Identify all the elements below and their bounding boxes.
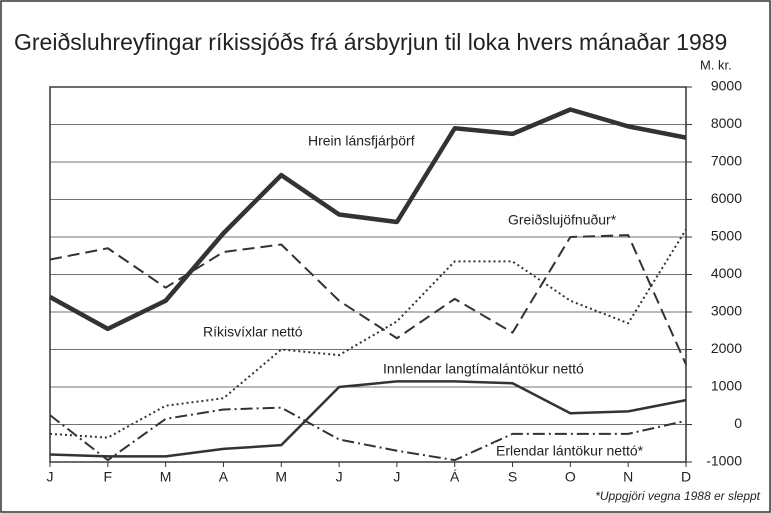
series-line bbox=[49, 228, 687, 439]
y-tick-label: 6000 bbox=[711, 190, 742, 206]
series-label: Hrein lánsfjárþörf bbox=[308, 133, 415, 149]
series-label: Erlendar lántökur nettó* bbox=[496, 443, 644, 459]
x-tick-label: J bbox=[336, 469, 343, 485]
footnote: *Uppgjöri vegna 1988 er sleppt bbox=[595, 489, 760, 503]
x-tick-label: F bbox=[104, 469, 113, 485]
chart-title: Greiðsluhreyfingar ríkissjóðs frá ársbyr… bbox=[14, 29, 727, 55]
y-tick-label: 5000 bbox=[711, 228, 742, 244]
label-bg bbox=[381, 360, 587, 377]
x-tick-label: N bbox=[623, 469, 633, 485]
x-tick-label: J bbox=[47, 469, 54, 485]
label-bg bbox=[201, 323, 305, 340]
y-axis-label: M. kr. bbox=[700, 57, 732, 72]
x-tick-label: Á bbox=[450, 469, 460, 485]
y-tick-label: 0 bbox=[734, 415, 742, 431]
x-tick-label: J bbox=[393, 469, 400, 485]
y-tick-label: 4000 bbox=[711, 265, 742, 281]
series-line bbox=[49, 406, 687, 462]
x-tick-label: M bbox=[275, 469, 287, 485]
series-line bbox=[48, 107, 687, 332]
label-bg bbox=[306, 132, 417, 149]
series-line bbox=[49, 234, 687, 365]
y-tick-label: 3000 bbox=[711, 303, 742, 319]
x-tick-label: O bbox=[565, 469, 576, 485]
series-label: Innlendar langtímalántökur nettó bbox=[383, 361, 584, 377]
series-label: Greiðslujöfnuður* bbox=[508, 212, 617, 228]
y-tick-label: -1000 bbox=[706, 453, 742, 469]
label-bg bbox=[494, 442, 646, 459]
y-tick-label: 1000 bbox=[711, 378, 742, 394]
y-tick-label: 2000 bbox=[711, 340, 742, 356]
x-tick-label: D bbox=[681, 469, 691, 485]
x-tick-label: A bbox=[219, 469, 229, 485]
x-tick-label: M bbox=[160, 469, 172, 485]
x-tick-label: S bbox=[508, 469, 517, 485]
series-line bbox=[49, 380, 687, 458]
label-bg bbox=[506, 211, 619, 228]
y-tick-label: 9000 bbox=[711, 78, 742, 94]
series-label: Ríkisvíxlar nettó bbox=[203, 324, 303, 340]
y-tick-label: 7000 bbox=[711, 153, 742, 169]
y-tick-label: 8000 bbox=[711, 115, 742, 131]
